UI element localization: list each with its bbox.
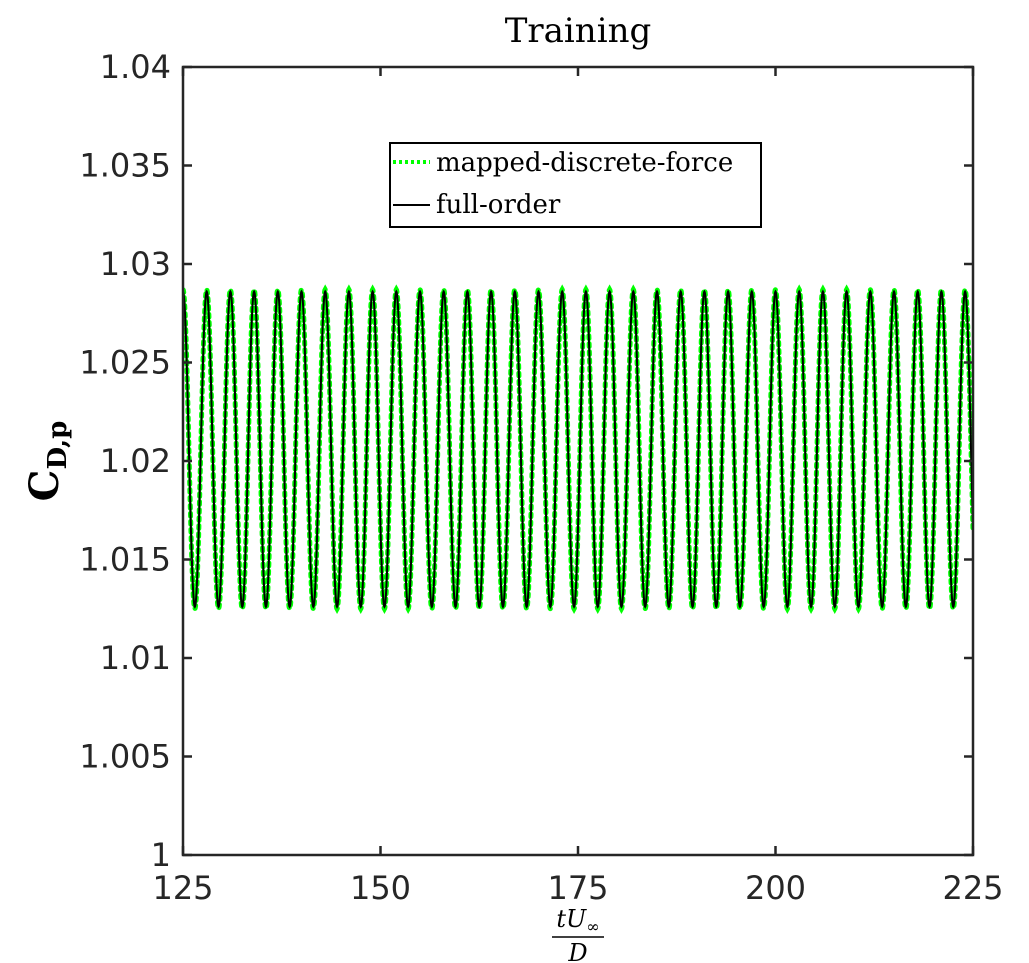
y-tick-label: 1 — [151, 836, 171, 874]
y-tick-label: 1.01 — [100, 639, 171, 677]
y-tick-label: 1.02 — [100, 442, 171, 480]
legend-label-full-order: full-order — [436, 190, 561, 220]
x-axis-label-denominator: D — [567, 939, 587, 963]
series-line-full-order — [183, 289, 973, 609]
y-tick-label: 1.015 — [79, 541, 171, 579]
y-tick-label: 1.035 — [79, 147, 171, 185]
y-axis-label-subscript: D,p — [43, 421, 73, 470]
y-axis-label-main: C — [21, 470, 68, 502]
y-tick-label: 1.03 — [100, 245, 171, 283]
chart-title: Training — [505, 11, 652, 51]
x-tick-label: 225 — [942, 869, 1003, 907]
legend: mapped-discrete-force full-order — [389, 142, 762, 228]
y-tick-label: 1.005 — [79, 738, 171, 776]
y-tick-label: 1.04 — [100, 48, 171, 86]
y-tick-label: 1.025 — [79, 344, 171, 382]
x-axis-label-U: U — [566, 905, 587, 933]
x-tick-label: 200 — [745, 869, 806, 907]
y-axis-label: CD,p — [21, 421, 73, 502]
x-tick-label: 125 — [152, 869, 213, 907]
x-axis-label-t: t — [556, 905, 566, 933]
x-axis-label: tU∞ D — [552, 905, 604, 963]
svg-text:tU∞: tU∞ — [556, 905, 599, 936]
legend-label-mapped-discrete-force: mapped-discrete-force — [436, 148, 733, 178]
svg-text:CD,p: CD,p — [21, 421, 73, 502]
legend-box — [389, 142, 762, 228]
x-tick-label: 175 — [547, 869, 608, 907]
x-axis-label-infinity: ∞ — [586, 917, 599, 936]
x-tick-label: 150 — [350, 869, 411, 907]
